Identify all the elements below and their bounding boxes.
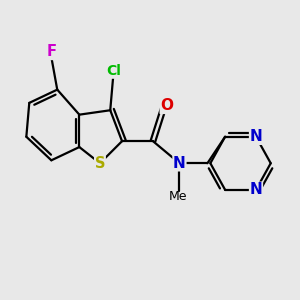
Text: F: F (46, 44, 56, 59)
Text: Cl: Cl (106, 64, 121, 78)
Text: O: O (160, 98, 173, 113)
Text: N: N (173, 156, 186, 171)
Text: S: S (95, 156, 105, 171)
Text: Me: Me (169, 190, 187, 203)
Text: N: N (250, 129, 262, 144)
Text: N: N (250, 182, 262, 197)
